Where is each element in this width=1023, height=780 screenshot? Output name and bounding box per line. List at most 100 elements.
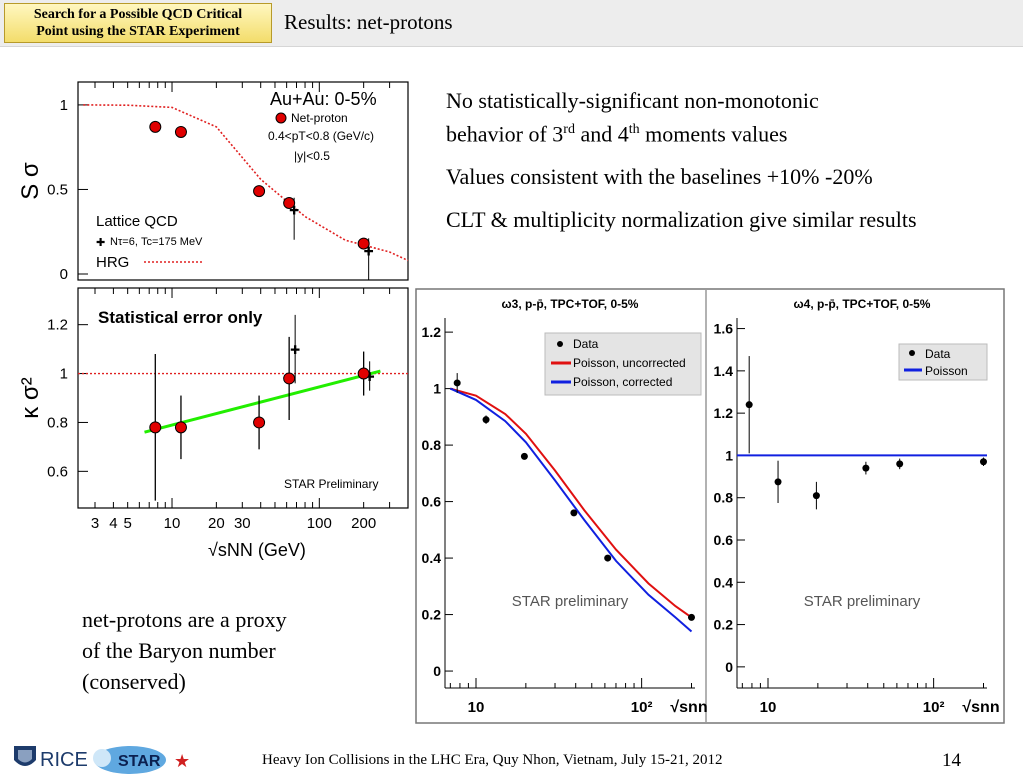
legend-lattice-marker: ✚: [96, 237, 105, 249]
proxy-note: net-protons are a proxy of the Baryon nu…: [82, 604, 342, 697]
page-number: 14: [942, 750, 961, 771]
star-preliminary-label: STAR preliminary: [512, 593, 629, 610]
y-tick-label: 0: [725, 659, 733, 675]
lattice-qcd-marker: ✚: [290, 343, 300, 357]
x-axis-label: √sNN (GeV): [208, 540, 306, 560]
data-point: [604, 554, 612, 562]
poisson-uncorrected-curve: [450, 387, 693, 619]
y-tick-label: 0.8: [422, 437, 442, 453]
bottom-panel-y-tick-label: 1: [60, 366, 68, 383]
y-tick-label: 0.4: [714, 574, 734, 590]
data-point: [862, 464, 870, 472]
x-tick-label: 3: [91, 515, 99, 532]
top-panel-y-axis-label: S σ: [17, 162, 44, 200]
top-panel-y-tick-label: 0: [60, 266, 68, 283]
y-tick-label: 0.8: [714, 490, 734, 506]
footer-conference: Heavy Ion Collisions in the LHC Era, Quy…: [262, 752, 723, 768]
y-tick-label: 1: [433, 381, 441, 397]
bottom-panel-y-axis-label: κ σ²: [17, 377, 44, 418]
y-tick-label: 1.2: [714, 405, 734, 421]
presentation-title-badge: Search for a Possible QCD Critical Point…: [4, 3, 272, 43]
data-point: [896, 460, 904, 468]
legend-uncorrected-label: Poisson, uncorrected: [573, 356, 686, 370]
y-tick-label: 1: [725, 447, 733, 463]
x-tick-label: 10: [468, 699, 485, 716]
statistical-error-note: Statistical error only: [98, 308, 263, 327]
bottom-panel-y-tick-label: 1.2: [47, 317, 68, 334]
proxy-line-1: net-protons are a proxy: [82, 607, 287, 632]
net-proton-point: [357, 367, 370, 380]
legend-box: [898, 343, 988, 381]
right-chart: ω3, p-p̄, TPC+TOF, 0-5% 1.2 1 0.8 0.6 0.4 0.2 0…: [415, 288, 1005, 724]
x-tick-label: 100: [307, 515, 332, 532]
panel-title: ω4, p-p̄, TPC+TOF, 0-5%: [794, 297, 931, 311]
legend-lattice-label: Lattice QCD: [96, 213, 178, 230]
x-tick-label: 200: [351, 515, 376, 532]
lattice-qcd-marker: ✚: [365, 370, 375, 384]
net-proton-point: [357, 237, 370, 250]
star-preliminary-label: STAR preliminary: [804, 593, 921, 610]
proxy-line-3: (conserved): [82, 669, 186, 694]
star-preliminary-label: STAR Preliminary: [284, 477, 378, 491]
rice-logo: RICE: [40, 749, 88, 771]
x-tick-label: 10²: [631, 699, 653, 716]
legend-lattice-params: Nτ=6, Tc=175 MeV: [110, 236, 203, 248]
data-point: [774, 478, 782, 486]
data-point: [520, 452, 528, 460]
badge-line-1: Search for a Possible QCD Critical: [33, 7, 243, 22]
slide-title: Results: net-protons: [284, 10, 453, 34]
legend-hrg-label: HRG: [96, 254, 129, 271]
x-tick-label: 30: [234, 515, 251, 532]
bullet-1-sup-rd: rd: [563, 122, 575, 137]
x-axis-label: √snn: [962, 699, 999, 716]
star-logo-icon: [93, 746, 166, 774]
panel-title: ω3, p-p̄, TPC+TOF, 0-5%: [502, 297, 639, 311]
lattice-qcd-marker: ✚: [289, 204, 299, 218]
x-tick-label: 10: [760, 699, 777, 716]
data-point: [687, 613, 695, 621]
header-bar: Search for a Possible QCD Critical Point…: [0, 0, 1023, 47]
net-proton-point: [149, 120, 162, 133]
net-proton-point: [253, 185, 266, 198]
proxy-line-2: of the Baryon number: [82, 638, 276, 663]
data-point: [453, 379, 461, 387]
net-proton-point: [174, 125, 187, 138]
bullet-1-sup-th: th: [628, 122, 640, 137]
net-proton-point: [283, 372, 296, 385]
bottom-panel-y-tick-label: 0.8: [47, 414, 68, 431]
hrg-curve: [83, 104, 409, 262]
top-panel-frame: [77, 81, 409, 281]
bullet-1: No statistically-significant non-monoton…: [446, 86, 1016, 148]
y-tick-label: 0.4: [422, 550, 442, 566]
linear-fit-line: [144, 369, 381, 434]
x-tick-label: 10: [164, 515, 181, 532]
y-tick-label: 0.2: [714, 617, 734, 633]
bullet-1-text-b: and 4: [574, 121, 629, 147]
legend-data-marker: [557, 341, 563, 347]
net-proton-point: [283, 196, 296, 209]
y-tick-label: 1.6: [714, 321, 734, 337]
legend-data-marker: [909, 350, 915, 356]
bullet-3: CLT & multiplicity normalization give si…: [446, 207, 917, 233]
x-tick-label: 4: [109, 515, 117, 532]
net-proton-point: [174, 421, 187, 434]
lattice-qcd-marker: ✚: [364, 244, 374, 258]
data-point: [745, 401, 753, 409]
x-tick-label: 10²: [923, 699, 945, 716]
legend-net-proton-marker: [275, 112, 287, 124]
bullet-1-text-c: moments values: [639, 121, 788, 147]
poisson-corrected-curve: [449, 387, 693, 633]
data-point: [570, 509, 578, 517]
x-tick-label: 20: [208, 515, 225, 532]
y-tick-label: 1.2: [422, 324, 442, 340]
y-tick-label: 0.6: [714, 532, 734, 548]
legend-corrected-label: Poisson, corrected: [573, 375, 672, 389]
x-axis-label: √snn: [670, 699, 707, 716]
bullet-2: Values consistent with the baselines +10…: [446, 164, 873, 190]
net-proton-point: [253, 416, 266, 429]
top-panel-y-tick-label: 0.5: [47, 181, 68, 198]
pt-cut-label: 0.4<pT<0.8 (GeV/c): [268, 129, 374, 143]
left-chart: 1 0.5 0 1.2 1 0.8 0.6 3 4 5 10 20 30 100 200 S σ κ σ² √sN…: [17, 81, 409, 560]
y-tick-label: 0.6: [422, 494, 442, 510]
y-tick-label: 0: [433, 663, 441, 679]
